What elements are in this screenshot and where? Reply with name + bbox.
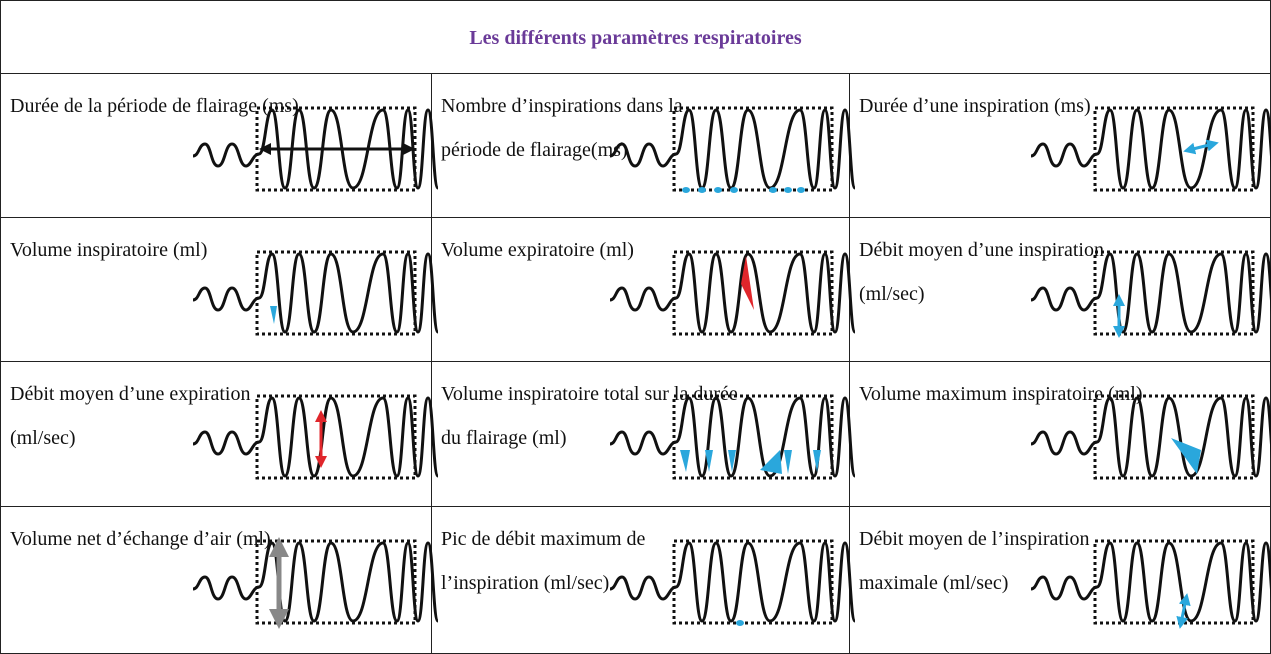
table-cell: Volume expiratoire (ml) xyxy=(432,218,857,362)
label-line: (ml/sec) xyxy=(859,283,925,305)
breathing-icon xyxy=(609,106,857,193)
label-line: Débit moyen d’une inspiration xyxy=(859,239,1104,261)
highlight xyxy=(1171,438,1201,474)
breathing-icon xyxy=(192,537,440,629)
dot xyxy=(797,187,805,193)
waveform xyxy=(192,108,440,190)
dot xyxy=(730,187,738,193)
highlight xyxy=(760,450,782,474)
highlight xyxy=(813,450,821,472)
dotted-box xyxy=(672,106,834,192)
dotted-box xyxy=(1093,539,1255,625)
table-cell: Volume inspiratoire total sur la durée du… xyxy=(432,362,857,507)
cell-label: Débit moyen de l’inspiration maximale (ml… xyxy=(859,517,1090,605)
dotted-box xyxy=(1093,394,1255,480)
waveform xyxy=(1030,108,1271,190)
cell-label: Débit moyen d’une expiration (ml/sec) xyxy=(10,372,251,460)
dotted-box xyxy=(672,539,834,625)
waveform xyxy=(192,541,440,623)
table-title: Les différents paramètres respiratoires xyxy=(0,0,1271,74)
label-line: du flairage (ml) xyxy=(441,427,567,449)
dot xyxy=(784,187,792,193)
cell-label: Volume inspiratoire (ml) xyxy=(10,228,207,272)
table-cell: Volume net d’échange d’air (ml) xyxy=(0,507,440,654)
dot xyxy=(714,187,722,193)
breathing-icon xyxy=(609,539,857,626)
waveform xyxy=(609,541,857,623)
waveform xyxy=(192,396,440,478)
label-line: Volume net d’échange d’air (ml) xyxy=(10,528,271,550)
table-cell: Débit moyen de l’inspiration maximale (ml… xyxy=(850,507,1271,654)
dotted-box xyxy=(1093,250,1255,336)
label-line: période de flairage(ms) xyxy=(441,139,628,161)
waveform xyxy=(192,252,440,334)
cell-label: Débit moyen d’une inspiration (ml/sec) xyxy=(859,228,1104,316)
label-line: Pic de débit maximum de xyxy=(441,528,646,550)
table-cell: Nombre d’inspirations dans la période de … xyxy=(432,74,857,218)
table-cell: Volume inspiratoire (ml) xyxy=(0,218,440,362)
waveform xyxy=(1030,396,1271,478)
highlight xyxy=(741,256,754,310)
cell-label: Nombre d’inspirations dans la période de … xyxy=(441,84,683,172)
highlight xyxy=(705,450,713,472)
dotted-box xyxy=(255,394,417,480)
breathing-icon xyxy=(192,250,440,336)
dot xyxy=(769,187,777,193)
table-cell: Durée de la période de flairage (ms) xyxy=(0,74,440,218)
label-line: Volume inspiratoire (ml) xyxy=(10,239,208,261)
dotted-box xyxy=(672,394,834,480)
arrow xyxy=(1183,139,1219,155)
label-line: Débit moyen de l’inspiration xyxy=(859,528,1090,550)
breathing-icon xyxy=(192,394,440,480)
label-line: Volume inspiratoire total sur la durée xyxy=(441,383,738,405)
label-line: Nombre d’inspirations dans la xyxy=(441,95,683,117)
label-line: Durée d’une inspiration (ms) xyxy=(859,95,1091,117)
label-line: Volume expiratoire (ml) xyxy=(441,239,634,261)
breathing-icon xyxy=(609,250,857,336)
highlight xyxy=(680,450,690,472)
waveform xyxy=(1030,541,1271,623)
waveform xyxy=(609,108,857,190)
cell-label: Volume inspiratoire total sur la durée du… xyxy=(441,372,738,460)
highlight xyxy=(784,450,792,474)
table-cell: Débit moyen d’une inspiration (ml/sec) xyxy=(850,218,1271,362)
waveform xyxy=(1030,252,1271,334)
breathing-icon xyxy=(1030,394,1271,480)
dot xyxy=(698,187,706,193)
dotted-box xyxy=(255,106,417,192)
breathing-icon xyxy=(1030,539,1271,629)
breathing-icon xyxy=(1030,250,1271,338)
dotted-box xyxy=(672,250,834,336)
cell-label: Pic de débit maximum de l’inspiration (ml… xyxy=(441,517,645,605)
cell-label: Volume expiratoire (ml) xyxy=(441,228,634,272)
dot xyxy=(682,187,690,193)
label-line: l’inspiration (ml/sec) xyxy=(441,572,610,594)
arrow xyxy=(1176,593,1191,629)
table-cell: Durée d’une inspiration (ms) xyxy=(850,74,1271,218)
dot xyxy=(736,620,744,626)
label-line: Durée de la période de flairage (ms) xyxy=(10,95,299,117)
label-line: Débit moyen d’une expiration xyxy=(10,383,251,405)
table-cell: Débit moyen d’une expiration (ml/sec) xyxy=(0,362,440,507)
waveform xyxy=(609,396,857,478)
label-line: Volume maximum inspiratoire (ml) xyxy=(859,383,1143,405)
breathing-icon xyxy=(1030,106,1271,192)
breathing-icon xyxy=(609,394,857,480)
table-cell: Volume maximum inspiratoire (ml) xyxy=(850,362,1271,507)
label-line: (ml/sec) xyxy=(10,427,76,449)
cell-label: Durée d’une inspiration (ms) xyxy=(859,84,1091,128)
highlight xyxy=(270,306,277,324)
cell-label: Durée de la période de flairage (ms) xyxy=(10,84,299,128)
waveform xyxy=(609,252,857,334)
cell-label: Volume maximum inspiratoire (ml) xyxy=(859,372,1142,416)
dotted-box xyxy=(1093,106,1255,192)
breathing-icon xyxy=(192,106,440,192)
table-cell: Pic de débit maximum de l’inspiration (ml… xyxy=(432,507,857,654)
dotted-box xyxy=(255,250,417,336)
highlight xyxy=(728,450,736,472)
label-line: maximale (ml/sec) xyxy=(859,572,1009,594)
dotted-box xyxy=(255,539,417,625)
cell-label: Volume net d’échange d’air (ml) xyxy=(10,517,271,561)
